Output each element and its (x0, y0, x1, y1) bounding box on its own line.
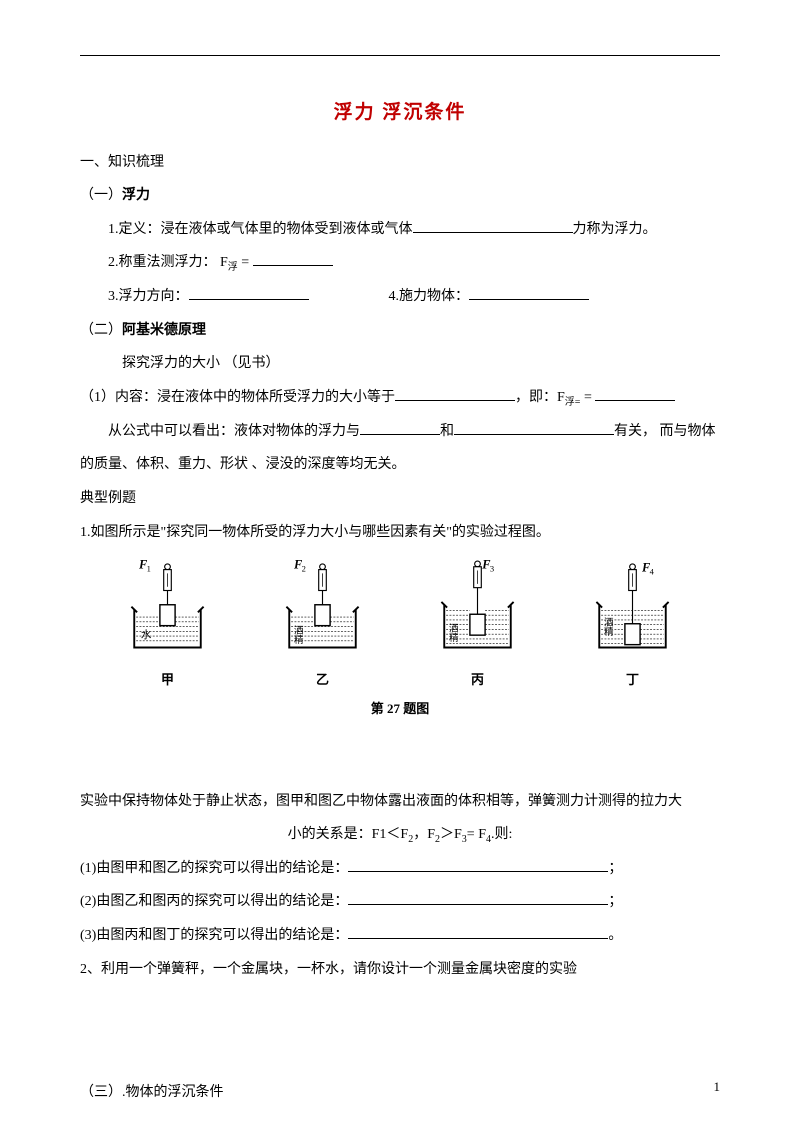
figure-item-2: F2 酒 精 乙 (275, 557, 370, 695)
text: (2)由图乙和图丙的探究可以得出的结论是： (80, 894, 348, 909)
blank-fill (454, 421, 614, 435)
example-2: 2、利用一个弹簧秤，一个金属块，一杯水，请你设计一个测量金属块密度的实验 (80, 953, 720, 987)
experiment-line-1: 实验中保持物体处于静止状态，图甲和图乙中物体露出液面的体积相等，弹簧测力计测得的… (80, 785, 720, 819)
item-1-2: 2.称重法测浮力： F浮 = (80, 246, 720, 280)
blank-fill (348, 925, 608, 939)
figure-item-4: F4 酒 精 丁 (585, 557, 680, 695)
blank-fill (189, 286, 309, 300)
blank-fill (413, 219, 573, 233)
svg-text:4: 4 (650, 566, 655, 576)
item-2-2: 从公式中可以看出：液体对物体的浮力与 和 有关， 而与物体 (80, 415, 720, 449)
item-2-1: （1）内容：浸在液体中的物体所受浮力的大小等于 ，即：F浮= = (80, 381, 720, 415)
figure-row: F1 水 甲 F2 (80, 557, 720, 695)
blank-fill (360, 421, 440, 435)
svg-text:酒: 酒 (604, 618, 614, 629)
figure-label: 丙 (471, 664, 484, 695)
question-3: (3)由图丙和图丁的探究可以得出的结论是： 。 (80, 919, 720, 953)
text: = (580, 390, 595, 405)
text: 从公式中可以看出：液体对物体的浮力与 (80, 424, 360, 439)
text: ，F (413, 827, 435, 842)
text: = F (467, 827, 486, 842)
item-1-3-4: 3.浮力方向： 4.施力物体： (80, 280, 720, 314)
text: 有关， 而与物体 (614, 424, 716, 439)
sub2-text: （二） (80, 323, 122, 338)
svg-text:水: 水 (141, 629, 152, 641)
example-1: 1.如图所示是"探究同一物体所受的浮力大小与哪些因素有关"的实验过程图。 (80, 516, 720, 550)
sub1-text: （一） (80, 188, 122, 203)
figure-item-1: F1 水 甲 (120, 557, 215, 695)
text: 4.施力物体： (389, 289, 470, 304)
text: = (238, 255, 253, 270)
figure-item-3: F3 酒 精 丙 (430, 557, 525, 695)
blank-fill (595, 387, 675, 401)
text: （1）内容：浸在液体中的物体所受浮力的大小等于 (80, 390, 395, 405)
section-1-header: 一、知识梳理 (80, 146, 720, 180)
svg-text:酒: 酒 (449, 623, 459, 634)
question-1: (1)由图甲和图乙的探究可以得出的结论是： ； (80, 852, 720, 886)
spacer (80, 725, 720, 785)
text: 2.称重法测浮力： F (108, 255, 228, 270)
figure-label: 丁 (626, 664, 639, 695)
page-title: 浮力 浮沉条件 (80, 90, 720, 136)
example-header: 典型例题 (80, 482, 720, 516)
beaker-diagram-2: F2 酒 精 (275, 557, 370, 662)
sub1-bold: 浮力 (122, 188, 150, 203)
svg-text:酒: 酒 (294, 625, 304, 636)
text: 3.浮力方向： (108, 289, 189, 304)
question-2: (2)由图乙和图丙的探究可以得出的结论是： ； (80, 885, 720, 919)
subscript: 浮= (565, 397, 581, 408)
text: 1.定义：浸在液体或气体里的物体受到液体或气体 (108, 222, 413, 237)
subsection-2-header: （二）阿基米德原理 (80, 314, 720, 348)
experiment-line-2: 小的关系是：F1＜F2，F2＞F3= F4.则: (80, 818, 720, 852)
text: 。 (608, 928, 622, 943)
beaker-diagram-3: F3 酒 精 (430, 557, 525, 662)
text: 小的关系是：F1＜F (288, 827, 409, 842)
text: ＞F (440, 827, 462, 842)
text: ； (608, 894, 622, 909)
figure-label: 甲 (161, 664, 174, 695)
page-number: 1 (714, 1071, 721, 1102)
svg-text:2: 2 (302, 564, 306, 574)
text: ； (608, 861, 622, 876)
blank-fill (395, 387, 515, 401)
item-1-1: 1.定义：浸在液体或气体里的物体受到液体或气体 力称为浮力。 (80, 213, 720, 247)
figure-label: 乙 (316, 664, 329, 695)
sub2-bold: 阿基米德原理 (122, 323, 206, 338)
item-2-3: 的质量、体积、重力、形状 、浸没的深度等均无关。 (80, 448, 720, 482)
blank-fill (348, 891, 608, 905)
text: (1)由图甲和图乙的探究可以得出的结论是： (80, 861, 348, 876)
subscript: 浮 (228, 262, 238, 273)
beaker-diagram-1: F1 水 (120, 557, 215, 662)
text: 力称为浮力。 (573, 222, 657, 237)
blank-fill (253, 252, 333, 266)
beaker-diagram-4: F4 酒 精 (585, 557, 680, 662)
blank-fill (348, 858, 608, 872)
subsection-3-header: （三）.物体的浮沉条件 (80, 1076, 720, 1110)
subsection-1-header: （一）浮力 (80, 179, 720, 213)
text: .则: (491, 827, 512, 842)
spacer (80, 986, 720, 1076)
figure-caption: 第 27 题图 (80, 693, 720, 724)
text: (3)由图丙和图丁的探究可以得出的结论是： (80, 928, 348, 943)
svg-text:精: 精 (604, 626, 614, 638)
svg-text:3: 3 (490, 564, 494, 574)
svg-text:精: 精 (449, 632, 459, 644)
svg-text:精: 精 (294, 634, 304, 646)
item-2-intro: 探究浮力的大小 （见书） (80, 347, 720, 381)
svg-text:1: 1 (147, 564, 151, 574)
horizontal-rule (80, 55, 720, 56)
text: 和 (440, 424, 454, 439)
text: ，即：F (515, 390, 565, 405)
blank-fill (469, 286, 589, 300)
